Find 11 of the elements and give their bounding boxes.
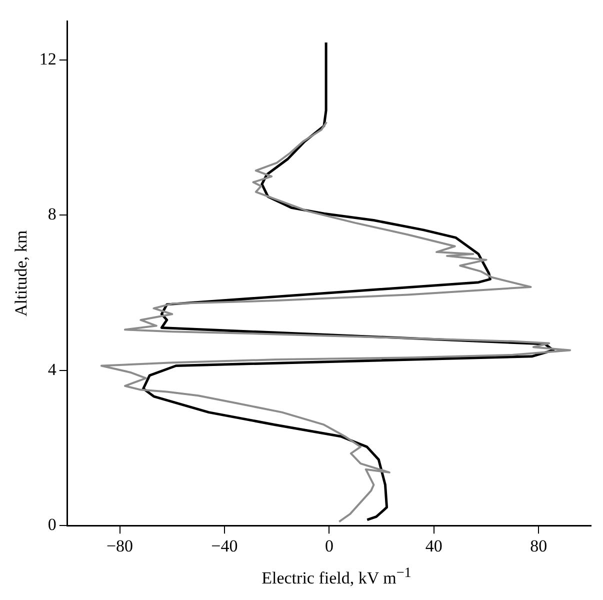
x-tick-label: −40 bbox=[211, 536, 238, 556]
y-tick-label: 4 bbox=[48, 360, 57, 379]
y-axis-title: Altitude, km bbox=[12, 230, 31, 316]
y-tick-label: 0 bbox=[48, 515, 56, 534]
x-tick-label: 0 bbox=[324, 536, 334, 556]
x-tick-label: 40 bbox=[425, 536, 442, 556]
x-tick-label: −80 bbox=[106, 536, 134, 556]
x-tick-label: 80 bbox=[530, 536, 548, 556]
y-tick-label: 12 bbox=[39, 49, 56, 68]
x-axis-title: Electric field, kV m$^{−1}$ bbox=[260, 564, 412, 590]
y-tick-label: 8 bbox=[48, 204, 56, 224]
